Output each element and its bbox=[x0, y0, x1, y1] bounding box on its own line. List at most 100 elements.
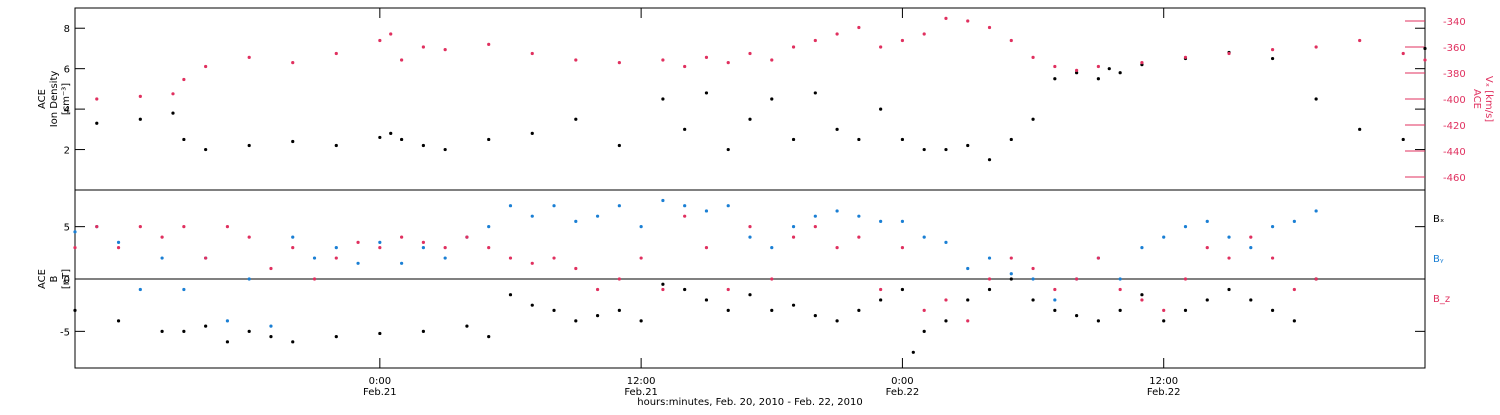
legend-bz: B_z bbox=[1433, 294, 1450, 305]
bot-s2-pt-2 bbox=[116, 245, 121, 250]
bot-s2-pt-3 bbox=[138, 225, 142, 229]
top-s1-pt-19 bbox=[617, 61, 621, 65]
top-s0-pt-12 bbox=[389, 131, 393, 135]
bot-s2-pt-56 bbox=[1292, 287, 1296, 292]
bot-s0-pt-7 bbox=[269, 334, 273, 339]
top-s0-pt-6 bbox=[182, 137, 186, 142]
bot-s2-pt-16 bbox=[421, 240, 425, 244]
top-s0-pt-49 bbox=[1401, 137, 1405, 142]
top-y2tick-label-6: -460 bbox=[1443, 173, 1466, 184]
bot-s2-pt-28 bbox=[683, 214, 687, 218]
bot-s1-pt-43 bbox=[1009, 272, 1013, 276]
top-s0-pt-15 bbox=[443, 147, 447, 152]
bottom-ylabel-line1: ACE bbox=[37, 269, 48, 289]
bot-s0-pt-49 bbox=[1249, 298, 1253, 302]
top-s0-pt-38 bbox=[1053, 77, 1057, 81]
top-s0-pt-8 bbox=[247, 143, 251, 148]
top-s1-pt-14 bbox=[421, 45, 425, 49]
top-y2label-line1: ACE bbox=[1471, 89, 1482, 109]
bot-s0-pt-25 bbox=[748, 293, 752, 297]
top-s0-pt-20 bbox=[661, 97, 665, 101]
bot-s0-pt-17 bbox=[574, 319, 578, 323]
bot-s1-pt-4 bbox=[160, 256, 164, 260]
bot-ytick-label-1: 0 bbox=[64, 275, 70, 286]
bot-s1-pt-50 bbox=[1162, 235, 1166, 239]
bot-s2-pt-46 bbox=[1075, 277, 1079, 281]
bot-ytick-label-0: -5 bbox=[60, 327, 70, 338]
top-s0-pt-13 bbox=[400, 137, 404, 142]
bot-s1-pt-44 bbox=[1031, 277, 1035, 281]
bot-s1-pt-39 bbox=[922, 235, 926, 239]
bot-s1-pt-52 bbox=[1205, 219, 1209, 224]
top-s0-pt-47 bbox=[1314, 97, 1318, 101]
bot-s2-pt-37 bbox=[879, 287, 883, 292]
top-s1-pt-13 bbox=[400, 58, 404, 62]
top-s1-pt-42 bbox=[1183, 55, 1188, 60]
top-s1-pt-4 bbox=[138, 94, 142, 98]
bot-s0-pt-2 bbox=[160, 329, 164, 333]
xtick-sublabel-1: Feb.21 bbox=[624, 387, 658, 398]
top-s0-pt-31 bbox=[900, 137, 905, 142]
top-s1-pt-28 bbox=[835, 32, 839, 36]
bot-s0-pt-24 bbox=[726, 308, 730, 313]
top-panel-data bbox=[95, 16, 1427, 162]
bot-s0-pt-11 bbox=[421, 329, 425, 333]
xtick-label-1: 12:00 bbox=[627, 376, 656, 387]
bot-s1-pt-56 bbox=[1292, 219, 1296, 224]
xtick-label-0: 0:00 bbox=[369, 376, 391, 387]
top-s1-pt-38 bbox=[1053, 64, 1057, 69]
bot-s1-pt-16 bbox=[421, 245, 425, 250]
bot-s0-pt-12 bbox=[465, 324, 469, 328]
bot-s1-pt-33 bbox=[791, 225, 796, 229]
bot-s0-pt-14 bbox=[508, 293, 513, 297]
bot-s1-pt-30 bbox=[726, 204, 730, 208]
top-s1-pt-31 bbox=[900, 38, 905, 43]
top-s1-pt-47 bbox=[1401, 51, 1405, 56]
bottom-panel-data bbox=[73, 198, 1318, 354]
top-y2tick-label-1: -360 bbox=[1443, 43, 1466, 54]
bot-s0-pt-18 bbox=[595, 314, 600, 318]
bot-s1-pt-12 bbox=[334, 245, 338, 250]
top-s1-pt-37 bbox=[1031, 55, 1035, 60]
bot-s0-pt-45 bbox=[1162, 319, 1166, 323]
top-s1-pt-45 bbox=[1314, 45, 1318, 49]
bot-s2-pt-43 bbox=[1009, 256, 1013, 260]
bot-s0-pt-4 bbox=[204, 324, 208, 328]
bot-s0-pt-5 bbox=[225, 340, 230, 344]
top-s0-pt-40 bbox=[1096, 77, 1100, 81]
bot-s2-pt-41 bbox=[966, 319, 970, 323]
bot-s0-pt-13 bbox=[487, 334, 491, 339]
bot-s0-pt-21 bbox=[661, 282, 665, 286]
top-s1-pt-20 bbox=[661, 58, 665, 62]
bot-s2-pt-57 bbox=[1314, 277, 1318, 281]
bot-s2-pt-1 bbox=[95, 225, 99, 229]
bot-s0-pt-46 bbox=[1183, 308, 1188, 313]
bot-s1-pt-15 bbox=[400, 261, 404, 265]
bot-s1-pt-3 bbox=[138, 287, 142, 292]
top-ytick-label-0: 2 bbox=[64, 146, 70, 157]
top-s1-pt-22 bbox=[704, 55, 709, 60]
bot-s1-pt-9 bbox=[269, 324, 273, 328]
bot-s0-pt-41 bbox=[1075, 314, 1079, 318]
top-y2tick-label-5: -440 bbox=[1443, 147, 1466, 158]
top-s1-pt-6 bbox=[182, 77, 186, 82]
top-y2tick-label-3: -400 bbox=[1443, 95, 1466, 106]
bot-s0-pt-3 bbox=[182, 329, 186, 333]
bot-s0-pt-48 bbox=[1227, 287, 1231, 292]
bot-s0-pt-36 bbox=[966, 298, 970, 302]
top-s1-pt-8 bbox=[247, 55, 251, 60]
bottom-panel-axes: -5050:00Feb.2112:00Feb.210:00Feb.2212:00… bbox=[60, 223, 1425, 398]
bot-s1-pt-21 bbox=[530, 214, 534, 218]
bot-s2-pt-38 bbox=[900, 245, 905, 250]
bot-s2-pt-55 bbox=[1270, 256, 1275, 260]
bot-s2-pt-0 bbox=[73, 245, 77, 250]
bot-s2-pt-15 bbox=[400, 235, 404, 239]
top-s1-pt-21 bbox=[683, 64, 687, 69]
bot-s0-pt-51 bbox=[1292, 319, 1296, 323]
top-s0-pt-48 bbox=[1358, 127, 1362, 131]
bot-s1-pt-36 bbox=[857, 214, 861, 218]
bot-s2-pt-13 bbox=[356, 240, 360, 244]
bot-s0-pt-23 bbox=[704, 298, 709, 302]
top-ylabel-units: [cm⁻³] bbox=[61, 83, 72, 115]
bot-s0-pt-40 bbox=[1053, 308, 1057, 313]
